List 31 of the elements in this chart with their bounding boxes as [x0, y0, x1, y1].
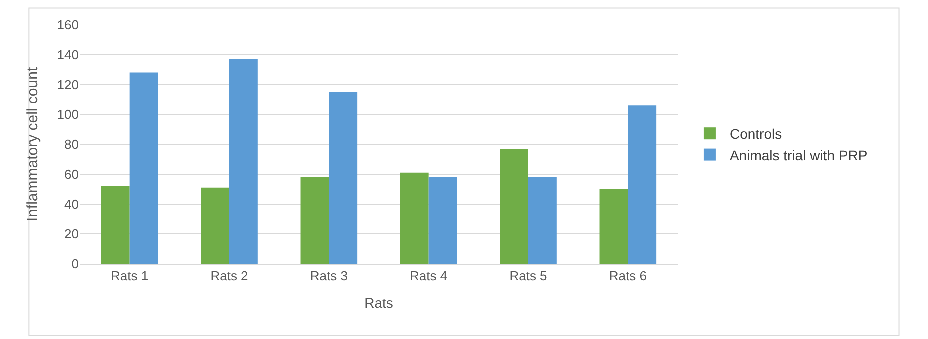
x-tick-label: Rats 1 — [111, 268, 149, 284]
bar — [230, 59, 258, 264]
legend-label: Controls — [730, 126, 782, 142]
x-axis-title: Rats — [364, 294, 394, 311]
bar — [628, 106, 657, 264]
y-tick-label: 40 — [64, 196, 79, 212]
bar — [201, 188, 230, 264]
bar — [528, 177, 557, 264]
bar — [300, 177, 330, 264]
y-tick-label: 120 — [57, 77, 79, 92]
y-tick-label: 60 — [64, 166, 79, 182]
y-tick-label: 160 — [57, 18, 79, 33]
bar — [400, 172, 429, 264]
bar — [329, 92, 358, 264]
y-tick-label: 140 — [57, 47, 79, 62]
bar — [500, 148, 528, 264]
bar — [600, 189, 628, 264]
legend-label: Animals trial with PRP — [730, 147, 868, 164]
x-tick-label: Rats 6 — [609, 268, 647, 284]
y-tick-label: 0 — [72, 256, 79, 272]
x-tick-label: Rats 3 — [310, 268, 348, 284]
x-tick-label: Rats 4 — [410, 268, 448, 284]
x-tick-label: Rats 5 — [510, 268, 548, 284]
bar — [428, 177, 458, 264]
y-tick-label: 80 — [64, 137, 79, 152]
y-tick-label: 20 — [64, 226, 79, 242]
y-tick-label: 100 — [57, 107, 79, 122]
bar — [101, 186, 130, 264]
x-tick-label: Rats 2 — [210, 268, 248, 284]
bar — [130, 72, 158, 264]
y-axis-title: Inflammatory cell count — [24, 66, 42, 222]
